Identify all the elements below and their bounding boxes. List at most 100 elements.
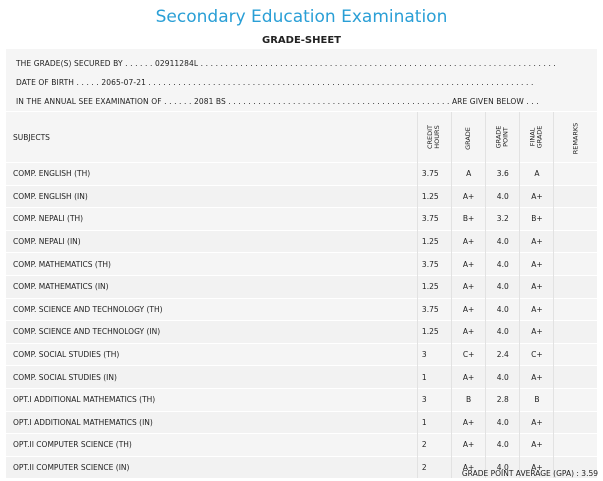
table-row: COMP. SOCIAL STUDIES (IN) 1 A+ 4.0 A+ — [6, 365, 597, 389]
cell-final: A+ — [519, 185, 554, 208]
cell-point: 4.0 — [485, 275, 520, 299]
header-final-grade: FINAL GRADE — [519, 112, 554, 163]
cell-credit: 1 — [416, 365, 452, 389]
table-row: COMP. SOCIAL STUDIES (TH) 3 C+ 2.4 C+ — [6, 343, 597, 366]
cell-grade: B+ — [451, 207, 486, 231]
cell-grade: A+ — [451, 252, 486, 276]
cell-grade: A+ — [451, 456, 486, 479]
cell-remarks — [553, 207, 597, 231]
cell-credit: 1.25 — [416, 320, 452, 344]
cell-remarks — [553, 433, 597, 457]
table-row: COMP. SCIENCE AND TECHNOLOGY (TH) 3.75 A+ 4… — [6, 298, 597, 321]
cell-remarks — [553, 365, 597, 389]
cell-subject: OPT.II COMPUTER SCIENCE (IN) — [6, 456, 418, 479]
cell-credit: 3 — [416, 343, 452, 366]
cell-subject: OPT.I ADDITIONAL MATHEMATICS (TH) — [6, 388, 418, 412]
cell-credit: 3.75 — [416, 162, 452, 186]
table-row: OPT.II COMPUTER SCIENCE (TH) 2 A+ 4.0 A+ — [6, 433, 597, 457]
table-row: COMP. ENGLISH (TH) 3.75 A 3.6 A — [6, 162, 597, 186]
table-row: OPT.I ADDITIONAL MATHEMATICS (TH) 3 B 2.8 B — [6, 388, 597, 412]
cell-subject: OPT.II COMPUTER SCIENCE (TH) — [6, 433, 418, 457]
cell-subject: COMP. SCIENCE AND TECHNOLOGY (IN) — [6, 320, 418, 344]
cell-grade: A+ — [451, 411, 486, 434]
cell-point: 4.0 — [485, 185, 520, 208]
cell-final: C+ — [519, 343, 554, 366]
header-credit-hours-label: CREDIT HOURS — [426, 124, 442, 150]
cell-point: 3.2 — [485, 207, 520, 231]
cell-final: A+ — [519, 298, 554, 321]
cell-subject: COMP. NEPALI (TH) — [6, 207, 418, 231]
student-info-panel: THE GRADE(S) SECURED BY . . . . . . 0291… — [6, 49, 597, 111]
cell-grade: C+ — [451, 343, 486, 366]
cell-point: 2.8 — [485, 388, 520, 412]
cell-point: 2.4 — [485, 343, 520, 366]
header-grade-label: GRADE — [464, 126, 473, 150]
page-title: Secondary Education Examination — [155, 7, 448, 27]
cell-remarks — [553, 343, 597, 366]
cell-final: A+ — [519, 320, 554, 344]
cell-grade: A+ — [451, 298, 486, 321]
cell-point: 4.0 — [485, 411, 520, 434]
header-remarks: REMARKS — [553, 112, 597, 163]
cell-grade: A+ — [451, 433, 486, 457]
table-row: COMP. MATHEMATICS (IN) 1.25 A+ 4.0 A+ — [6, 275, 597, 299]
cell-final: A+ — [519, 252, 554, 276]
cell-credit: 3.75 — [416, 252, 452, 276]
cell-point: 4.0 — [485, 230, 520, 253]
header-final-grade-label: FINAL GRADE — [528, 125, 544, 149]
table-row: COMP. MATHEMATICS (TH) 3.75 A+ 4.0 A+ — [6, 252, 597, 276]
cell-credit: 1.25 — [416, 185, 452, 208]
cell-grade: A+ — [451, 185, 486, 208]
cell-point: 4.0 — [485, 365, 520, 389]
info-symbol-line: THE GRADE(S) SECURED BY . . . . . . 0291… — [16, 59, 556, 68]
table-row: COMP. SCIENCE AND TECHNOLOGY (IN) 1.25 A+ 4… — [6, 320, 597, 344]
cell-remarks — [553, 185, 597, 208]
cell-credit: 3.75 — [416, 207, 452, 231]
cell-subject: COMP. MATHEMATICS (TH) — [6, 252, 418, 276]
cell-final: A — [519, 162, 554, 186]
cell-subject: COMP. ENGLISH (IN) — [6, 185, 418, 208]
grade-table-body: COMP. ENGLISH (TH) 3.75 A 3.6 A COMP. ENGLIS… — [6, 162, 597, 479]
header-grade-point-label: GRADE POINT — [494, 125, 510, 149]
cell-grade: A+ — [451, 230, 486, 253]
cell-remarks — [553, 230, 597, 253]
page-subtitle: GRADE-SHEET — [262, 35, 341, 46]
cell-subject: COMP. MATHEMATICS (IN) — [6, 275, 418, 299]
header-subjects: SUBJECTS — [13, 132, 50, 142]
cell-credit: 3 — [416, 388, 452, 412]
header-credit-hours: CREDIT HOURS — [416, 112, 452, 163]
cell-grade: A+ — [451, 365, 486, 389]
cell-subject: OPT.I ADDITIONAL MATHEMATICS (IN) — [6, 411, 418, 434]
cell-grade: A+ — [451, 275, 486, 299]
cell-subject: COMP. SOCIAL STUDIES (TH) — [6, 343, 418, 366]
cell-credit: 2 — [416, 433, 452, 457]
info-exam-line: IN THE ANNUAL SEE EXAMINATION OF . . . .… — [16, 97, 539, 106]
cell-remarks — [553, 456, 597, 479]
cell-credit: 2 — [416, 456, 452, 479]
grade-table: SUBJECTS CREDIT HOURS GRADE GRADE POINT … — [6, 112, 597, 479]
cell-grade: A+ — [451, 320, 486, 344]
cell-subject: COMP. SOCIAL STUDIES (IN) — [6, 365, 418, 389]
table-header-row: SUBJECTS CREDIT HOURS GRADE GRADE POINT … — [6, 112, 597, 163]
cell-final: A+ — [519, 275, 554, 299]
cell-remarks — [553, 275, 597, 299]
cell-credit: 1 — [416, 411, 452, 434]
cell-credit: 3.75 — [416, 298, 452, 321]
cell-remarks — [553, 298, 597, 321]
cell-remarks — [553, 162, 597, 186]
cell-remarks — [553, 411, 597, 434]
cell-remarks — [553, 252, 597, 276]
table-row: COMP. ENGLISH (IN) 1.25 A+ 4.0 A+ — [6, 185, 597, 208]
cell-point: 4.0 — [485, 456, 520, 479]
cell-remarks — [553, 388, 597, 412]
cell-final: A+ — [519, 365, 554, 389]
cell-final: A+ — [519, 456, 554, 479]
cell-final: B+ — [519, 207, 554, 231]
grade-table-panel: SUBJECTS CREDIT HOURS GRADE GRADE POINT … — [6, 112, 597, 479]
table-row: OPT.II COMPUTER SCIENCE (IN) 2 A+ 4.0 A+ — [6, 456, 597, 479]
header-grade-point: GRADE POINT — [485, 112, 520, 163]
header-grade: GRADE — [451, 112, 486, 163]
cell-point: 3.6 — [485, 162, 520, 186]
cell-final: A+ — [519, 230, 554, 253]
cell-final: A+ — [519, 433, 554, 457]
